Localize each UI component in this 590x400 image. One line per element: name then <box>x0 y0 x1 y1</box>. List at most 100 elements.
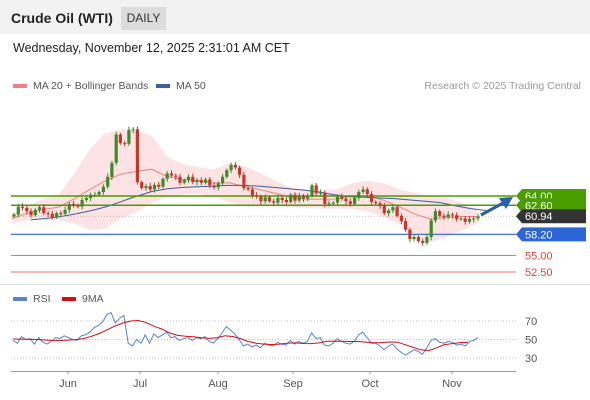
candle-body <box>310 185 314 196</box>
candle-body <box>37 207 42 210</box>
rsi-line <box>12 312 479 356</box>
candle-body <box>463 218 467 222</box>
legend-rsi: RSI <box>13 293 51 305</box>
legend-rsi-swatch <box>13 297 27 301</box>
candle-body <box>391 207 395 211</box>
candle-body <box>110 163 114 177</box>
x-tick-label: Aug <box>208 378 228 390</box>
candle-body <box>284 200 288 202</box>
level-label-60.94: 60.94 <box>525 211 553 223</box>
candle-body <box>169 173 174 176</box>
candle-body <box>208 179 212 186</box>
candle-body <box>106 176 110 187</box>
candle-body <box>216 183 220 188</box>
candle-body <box>476 216 480 219</box>
candle-body <box>306 196 310 199</box>
candle-body <box>93 194 97 196</box>
level-label-52.50: 52.50 <box>525 267 553 279</box>
candle-body <box>97 192 101 195</box>
candle-body <box>250 189 254 196</box>
candle-body <box>318 192 323 194</box>
candle-body <box>89 194 93 198</box>
ma50-line <box>30 184 487 221</box>
candle-body <box>348 201 352 204</box>
rsi-tick-label: 50 <box>525 335 537 347</box>
candle-body <box>165 173 169 179</box>
candle-body <box>178 176 182 183</box>
candle-body <box>67 203 71 210</box>
candle-body <box>272 201 276 203</box>
legend-bollinger: MA 20 + Bollinger Bands <box>13 80 148 92</box>
candle-body <box>429 220 433 237</box>
legend-bollinger-swatch <box>13 84 27 88</box>
candle-body <box>46 213 50 215</box>
candle-body <box>459 218 463 220</box>
candle-body <box>323 192 327 204</box>
candle-body <box>378 203 382 206</box>
candle-body <box>365 189 369 194</box>
candle-body <box>212 185 216 188</box>
candle-body <box>399 215 403 222</box>
candle-body <box>195 180 199 183</box>
legend-ma9-swatch <box>62 297 76 301</box>
projection-arrow-head <box>499 197 513 209</box>
candle-body <box>25 207 29 212</box>
legend-ma9-label: 9MA <box>82 293 104 305</box>
candle-body <box>144 186 148 189</box>
candle-body <box>425 237 429 243</box>
legend-ma9: 9MA <box>62 293 104 305</box>
candle-body <box>297 196 301 201</box>
candle-body <box>374 201 378 204</box>
legend-ma50-label: MA 50 <box>176 80 206 92</box>
timeframe-button[interactable]: DAILY <box>121 7 166 30</box>
candle-body <box>242 174 246 189</box>
candle-body <box>344 198 348 202</box>
candle-body <box>20 206 25 208</box>
candle-body <box>267 197 271 202</box>
candle-body <box>123 143 127 145</box>
candle-body <box>204 179 208 183</box>
candle-body <box>29 211 33 216</box>
candle-body <box>157 184 161 187</box>
candle-body <box>229 164 233 171</box>
candle-body <box>76 205 80 207</box>
x-tick-label: Oct <box>361 378 378 390</box>
level-tag-60.94 <box>516 209 586 224</box>
candle-body <box>340 196 344 199</box>
candle-body <box>467 219 472 222</box>
candle-body <box>361 189 365 192</box>
candle-body <box>42 207 46 214</box>
candle-body <box>370 194 374 202</box>
candle-body <box>353 198 357 204</box>
candle-body <box>382 205 386 214</box>
candle-body <box>472 218 476 220</box>
candle-body <box>408 229 412 239</box>
rsi-ma9-line <box>12 319 469 352</box>
candle-body <box>50 213 54 218</box>
candle-body <box>450 214 455 216</box>
candle-body <box>59 213 63 215</box>
candle-body <box>233 164 237 168</box>
level-tag-62.60 <box>516 198 586 213</box>
x-tick-label: Jun <box>59 378 77 390</box>
candle-body <box>191 176 195 183</box>
x-tick-label: Jul <box>133 378 147 390</box>
report-datetime: Wednesday, November 12, 2025 2:31:01 AM … <box>13 41 290 55</box>
rsi-tick-label: 30 <box>525 353 537 365</box>
level-tag-58.20 <box>516 227 586 242</box>
candle-body <box>131 129 135 131</box>
candle-body <box>118 134 122 144</box>
candle-body <box>101 186 105 192</box>
candle-body <box>199 180 203 183</box>
level-label-55.00: 55.00 <box>525 250 553 262</box>
candle-body <box>140 182 144 188</box>
candle-body <box>276 198 280 203</box>
candle-body <box>455 215 459 220</box>
credit-text: Research © 2025 Trading Central <box>424 80 581 92</box>
candle-body <box>221 176 225 184</box>
candle-body <box>161 178 165 187</box>
instrument-title: Crude Oil (WTI) <box>11 10 113 26</box>
candle-body <box>335 196 340 203</box>
candle-body <box>80 200 84 207</box>
